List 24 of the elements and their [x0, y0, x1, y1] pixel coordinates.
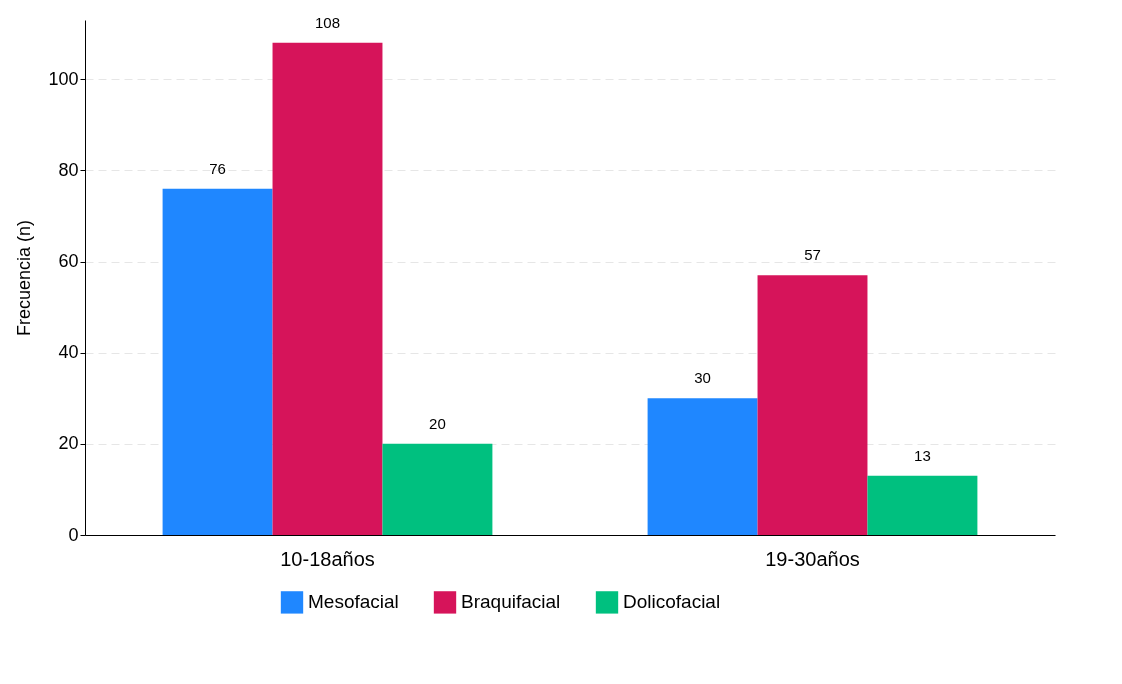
- legend-label: Dolicofacial: [623, 591, 721, 613]
- bar: [647, 398, 758, 535]
- x-tick-label: 10-18años: [280, 547, 375, 570]
- y-tick-label: 60: [58, 251, 79, 272]
- legend-label: Braquifacial: [461, 591, 561, 613]
- bar: [272, 42, 383, 535]
- y-tick-label: 0: [68, 524, 79, 545]
- data-label: 57: [804, 246, 821, 264]
- bar: [867, 475, 978, 535]
- legend-label: Mesofacial: [308, 591, 399, 613]
- y-tick-label: 80: [58, 159, 79, 180]
- y-axis-title: Frecuencia (n): [14, 219, 35, 337]
- bar: [382, 443, 493, 535]
- y-tick-label: 100: [48, 68, 79, 89]
- x-tick-label: 19-30años: [765, 547, 860, 570]
- data-label: 108: [314, 13, 341, 31]
- y-tick-label: 40: [58, 342, 79, 363]
- data-label: 20: [429, 414, 446, 432]
- bar: [757, 275, 868, 535]
- bar: [162, 188, 273, 535]
- data-label: 13: [914, 446, 931, 464]
- data-label: 30: [694, 369, 711, 387]
- data-label: 76: [209, 159, 226, 177]
- y-tick-label: 20: [58, 433, 79, 454]
